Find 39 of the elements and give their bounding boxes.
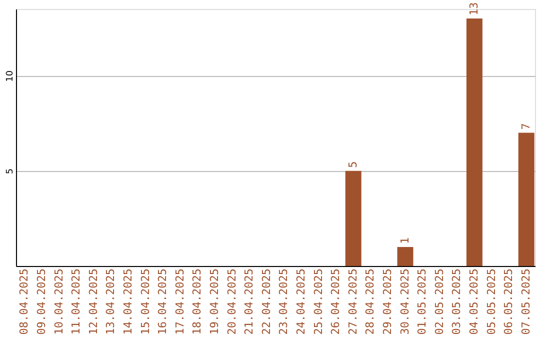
bar xyxy=(397,246,414,266)
x-tick-label: 15.04.2025 xyxy=(138,268,152,335)
x-tick-label: 27.04.2025 xyxy=(346,268,360,335)
x-tick-label: 04.05.2025 xyxy=(467,268,480,335)
x-tick-label: 29.04.2025 xyxy=(380,268,394,335)
data-label: 1 xyxy=(398,237,412,244)
x-tick-label: 23.04.2025 xyxy=(277,268,290,335)
x-tick-label: 21.04.2025 xyxy=(242,268,256,335)
x-tick-label: 28.04.2025 xyxy=(364,268,377,335)
bar xyxy=(345,170,362,266)
x-tick-label: 24.04.2025 xyxy=(294,268,308,335)
x-tick-label: 02.05.2025 xyxy=(432,268,446,335)
x-tick-label: 19.04.2025 xyxy=(208,268,221,335)
bar xyxy=(466,18,482,266)
x-tick-label: 13.04.2025 xyxy=(104,268,118,335)
x-tick-label: 07.05.2025 xyxy=(519,268,532,335)
data-label: 7 xyxy=(519,123,532,130)
x-tick-label: 16.04.2025 xyxy=(156,268,170,335)
x-tick-label: 10.04.2025 xyxy=(52,268,66,335)
x-tick-label: 11.04.2025 xyxy=(70,268,83,335)
x-tick-label: 09.04.2025 xyxy=(34,268,48,335)
x-tick-label: 05.05.2025 xyxy=(484,268,498,335)
x-tick-label: 14.04.2025 xyxy=(121,268,134,335)
x-tick-label: 22.04.2025 xyxy=(260,268,273,335)
bar xyxy=(518,132,534,266)
x-tick-label: 25.04.2025 xyxy=(312,268,325,335)
x-tick-label: 12.04.2025 xyxy=(86,268,100,335)
x-tick-label: 03.05.2025 xyxy=(450,268,464,335)
x-tick-label: 18.04.2025 xyxy=(190,268,204,335)
x-tick-label: 20.04.2025 xyxy=(225,268,238,335)
data-label: 13 xyxy=(467,2,480,16)
x-tick-label: 08.04.2025 xyxy=(18,268,31,335)
x-tick-label: 30.04.2025 xyxy=(398,268,412,335)
x-tick-label: 01.05.2025 xyxy=(416,268,429,335)
data-label: 5 xyxy=(346,161,360,168)
y-tick-label: 10 xyxy=(6,70,16,82)
x-tick-label: 26.04.2025 xyxy=(329,268,342,335)
x-tick-label: 06.05.2025 xyxy=(502,268,516,335)
x-tick-label: 17.04.2025 xyxy=(173,268,186,335)
